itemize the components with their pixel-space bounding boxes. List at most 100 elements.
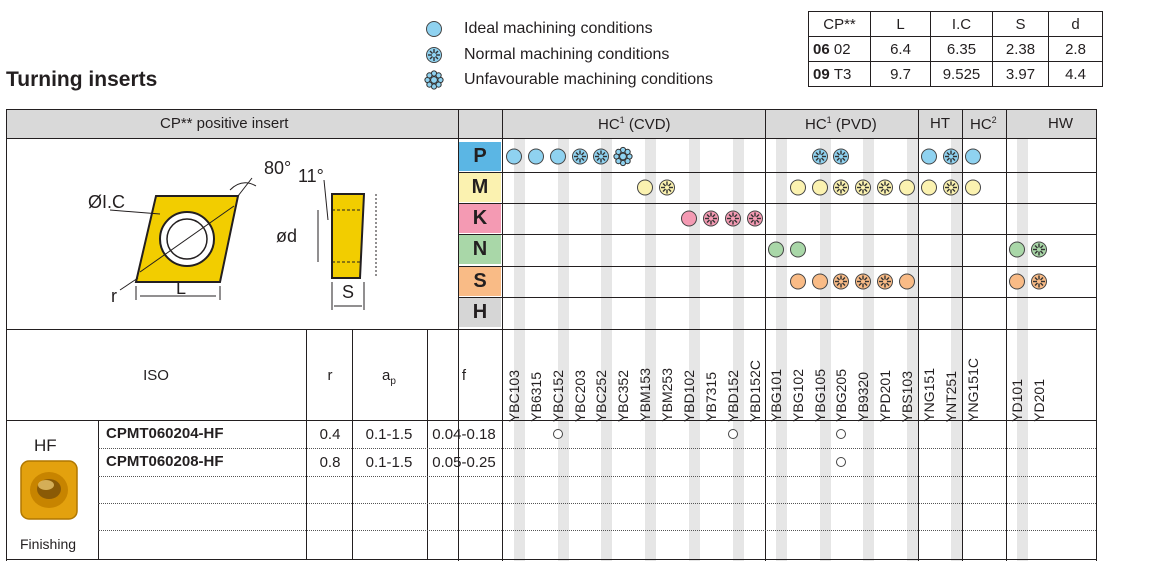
grade-label: YBG102 <box>790 369 806 422</box>
material-row-line <box>458 234 1096 235</box>
available-mark <box>553 429 563 439</box>
grade-stripe <box>907 139 918 561</box>
grade-label: YB7315 <box>703 372 719 422</box>
legend-normal: Normal machining conditions <box>424 44 669 66</box>
legend-ideal-label: Ideal machining conditions <box>464 20 653 37</box>
grade-name: YNG151 <box>918 338 940 422</box>
angle-11: 11° <box>298 166 324 186</box>
available-mark <box>836 457 846 467</box>
page-title: Turning inserts <box>6 68 158 91</box>
grade-name: YNT251 <box>940 338 962 422</box>
grade-label: YPD201 <box>877 369 893 422</box>
dims-header-l: L <box>870 11 931 37</box>
ap-value: 0.1-1.5 <box>365 426 413 443</box>
normal-icon <box>877 179 893 196</box>
param-col-line <box>306 329 307 559</box>
l-label: L <box>176 278 187 298</box>
material-row-line <box>458 297 1096 298</box>
normal-icon <box>747 210 763 227</box>
grade-name: YBD152C <box>744 338 766 422</box>
material-row-line <box>458 266 1096 267</box>
grade-label: YBG101 <box>768 369 784 422</box>
grade-name: YBG105 <box>809 338 831 422</box>
ideal-icon <box>426 21 442 37</box>
ap-header-sub: p <box>390 376 396 387</box>
grade-name: YBC252 <box>590 338 612 422</box>
angle-arc <box>229 182 257 191</box>
insert-photo-highlight <box>38 480 54 490</box>
clearance-line <box>323 179 329 221</box>
grade-label: YBC352 <box>615 369 631 422</box>
normal-icon <box>855 179 871 196</box>
ideal-icon <box>528 148 544 165</box>
ideal-icon <box>965 148 981 165</box>
group-label: HC <box>598 116 620 133</box>
group-suffix: (CVD) <box>624 116 671 133</box>
grade-stripe <box>1017 139 1028 561</box>
normal-icon <box>703 210 719 227</box>
grade-name: YBS103 <box>896 338 918 422</box>
normal-icon <box>855 273 871 290</box>
grade-label: YD101 <box>1009 379 1025 422</box>
available-mark <box>836 429 846 439</box>
dims-sub: 02 <box>833 40 851 58</box>
grade-stripe <box>645 139 656 561</box>
dims-code: 06 <box>813 40 830 58</box>
ideal-icon <box>790 273 806 290</box>
dims-code: 09 <box>813 65 830 83</box>
grade-name: YB9320 <box>852 338 874 422</box>
f-header: f <box>461 367 467 384</box>
angle-80: 80° <box>264 158 292 178</box>
grade-label: YBM153 <box>637 368 653 422</box>
grid-dotted-line <box>98 476 1096 477</box>
dims-d: 2.8 <box>1048 36 1103 62</box>
normal-icon <box>1031 273 1047 290</box>
dims-l: 9.7 <box>870 61 931 87</box>
material-k: K <box>459 204 501 233</box>
grade-label: YNG151C <box>965 358 981 422</box>
ideal-icon <box>921 179 937 196</box>
ideal-icon <box>637 179 653 196</box>
normal-icon <box>833 179 849 196</box>
grade-name: YBC103 <box>503 338 525 422</box>
ideal-icon <box>965 179 981 196</box>
iso-code: CPMT060208-HF <box>106 453 224 470</box>
f-value: 0.04-0.18 <box>432 426 496 443</box>
ideal-icon <box>790 241 806 258</box>
normal-icon <box>877 273 893 290</box>
unfavourable-icon <box>613 146 633 167</box>
param-col-line <box>352 329 353 559</box>
grade-label: YBC152 <box>550 369 566 422</box>
dims-s: 3.97 <box>992 61 1049 87</box>
grade-stripe <box>951 139 962 561</box>
grade-stripe <box>601 139 612 561</box>
normal-icon <box>833 148 849 165</box>
grade-name: YBC203 <box>569 338 591 422</box>
grade-label: YBD152C <box>747 359 763 422</box>
grade-name: YB7315 <box>700 338 722 422</box>
chipbreaker-label: HF <box>34 436 57 455</box>
grade-stripe <box>733 139 744 561</box>
grade-label: YBS103 <box>899 370 915 422</box>
dims-row: 09 T3 9.7 9.525 3.97 4.4 <box>808 61 1103 87</box>
r-label: r <box>111 286 117 306</box>
grade-name: YBD152 <box>722 338 744 422</box>
ideal-icon <box>550 148 566 165</box>
grade-start-line <box>502 109 503 561</box>
legend-normal-label: Normal machining conditions <box>464 46 670 63</box>
normal-icon <box>725 210 741 227</box>
insert-diagram <box>109 177 377 310</box>
grade-stripe <box>558 139 569 561</box>
grade-label: YB6315 <box>528 372 544 422</box>
table-header-line <box>6 420 1096 421</box>
ideal-icon <box>790 179 806 196</box>
grade-name: YBG102 <box>787 338 809 422</box>
grade-stripe <box>863 139 874 561</box>
grade-stripe <box>776 139 787 561</box>
grade-stripe <box>689 139 700 561</box>
ideal-icon <box>899 179 915 196</box>
header-group-ht: HT <box>930 115 950 132</box>
insert-photo <box>20 460 78 520</box>
group-label: HC <box>970 116 992 133</box>
